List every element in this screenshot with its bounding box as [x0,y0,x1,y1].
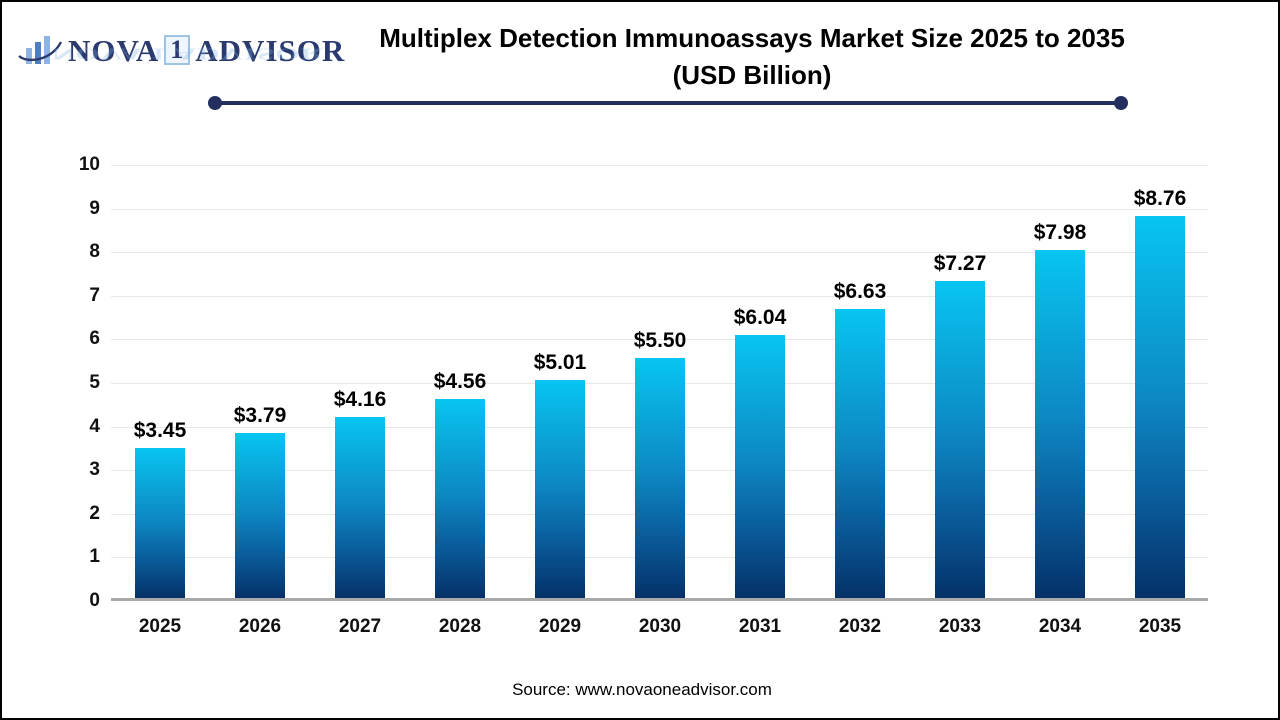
y-axis-label: 8 [89,241,100,263]
bar-2031 [735,334,785,598]
x-axis-label: 2032 [838,616,882,637]
bar-value-label: $6.63 [833,279,887,303]
logo-word-advisor: ADVISOR [195,32,346,68]
bar-value-label: $8.76 [1133,187,1187,211]
chart-title-line2: (USD Billion) [672,60,832,90]
x-axis-label: 2031 [738,616,782,637]
gridline [111,252,1208,254]
bar-2033 [935,281,985,598]
page-title: Multiplex Detection Immunoassays Market … [262,20,1242,94]
gridline [111,165,1208,166]
nova-one-advisor-logo: NOVA 1 ADVISOR [18,30,345,70]
bar-2029 [535,379,585,598]
x-axis-label: 2027 [338,616,382,637]
bar-2032 [835,308,885,598]
y-axis-label: 2 [89,502,100,524]
chart-title-line1: Multiplex Detection Immunoassays Market … [379,23,1125,53]
bar-2025 [135,447,185,598]
y-axis-label: 5 [89,372,100,393]
y-axis-label: 3 [89,459,100,481]
y-axis-label: 6 [89,328,100,350]
y-axis-label: 4 [89,415,100,437]
x-axis-label: 2029 [538,616,582,637]
bar-2027 [335,416,385,598]
bar-value-label: $6.04 [733,305,787,329]
bar-value-label: $5.50 [633,329,687,353]
x-axis-label: 2025 [138,616,182,637]
logo-word-nova: NOVA [68,32,160,68]
bar-chart-swoosh-icon [18,36,62,64]
y-axis-label: 7 [89,284,100,306]
divider-dot-left [208,96,222,110]
bar-2026 [235,432,285,598]
bar-value-label: $4.16 [333,387,387,411]
divider-dot-right [1114,96,1128,110]
bar-2035 [1135,216,1185,598]
x-axis-label: 2028 [438,616,482,637]
bar-2028 [435,399,485,598]
source-text: Source: www.novaoneadvisor.com [512,680,772,699]
bar-value-label: $3.45 [133,418,187,442]
bar-value-label: $4.56 [433,370,487,394]
y-axis-label: 0 [89,590,100,611]
x-axis-label: 2033 [938,616,982,637]
bar-2034 [1035,250,1085,598]
bar-value-label: $3.79 [233,403,287,427]
y-axis-label: 1 [89,546,100,568]
logo-one-box: 1 [164,35,191,65]
x-axis-label: 2030 [638,616,682,637]
x-axis-label: 2034 [1038,616,1082,637]
gridline [111,339,1208,341]
bar-value-label: $7.27 [933,252,987,276]
gridline [111,295,1208,297]
title-divider-line [208,96,1128,110]
x-axis-label: 2026 [238,616,282,637]
gridline [111,208,1208,210]
logo-text: NOVA 1 ADVISOR [68,35,345,66]
x-axis-label: 2035 [1138,616,1182,637]
y-axis-label: 10 [78,154,100,175]
bar-chart-plot-area [111,165,1208,601]
bar-value-label: $7.98 [1033,221,1087,245]
y-axis-label: 9 [89,197,100,219]
bar-2030 [635,358,685,598]
bar-value-label: $5.01 [533,350,587,374]
